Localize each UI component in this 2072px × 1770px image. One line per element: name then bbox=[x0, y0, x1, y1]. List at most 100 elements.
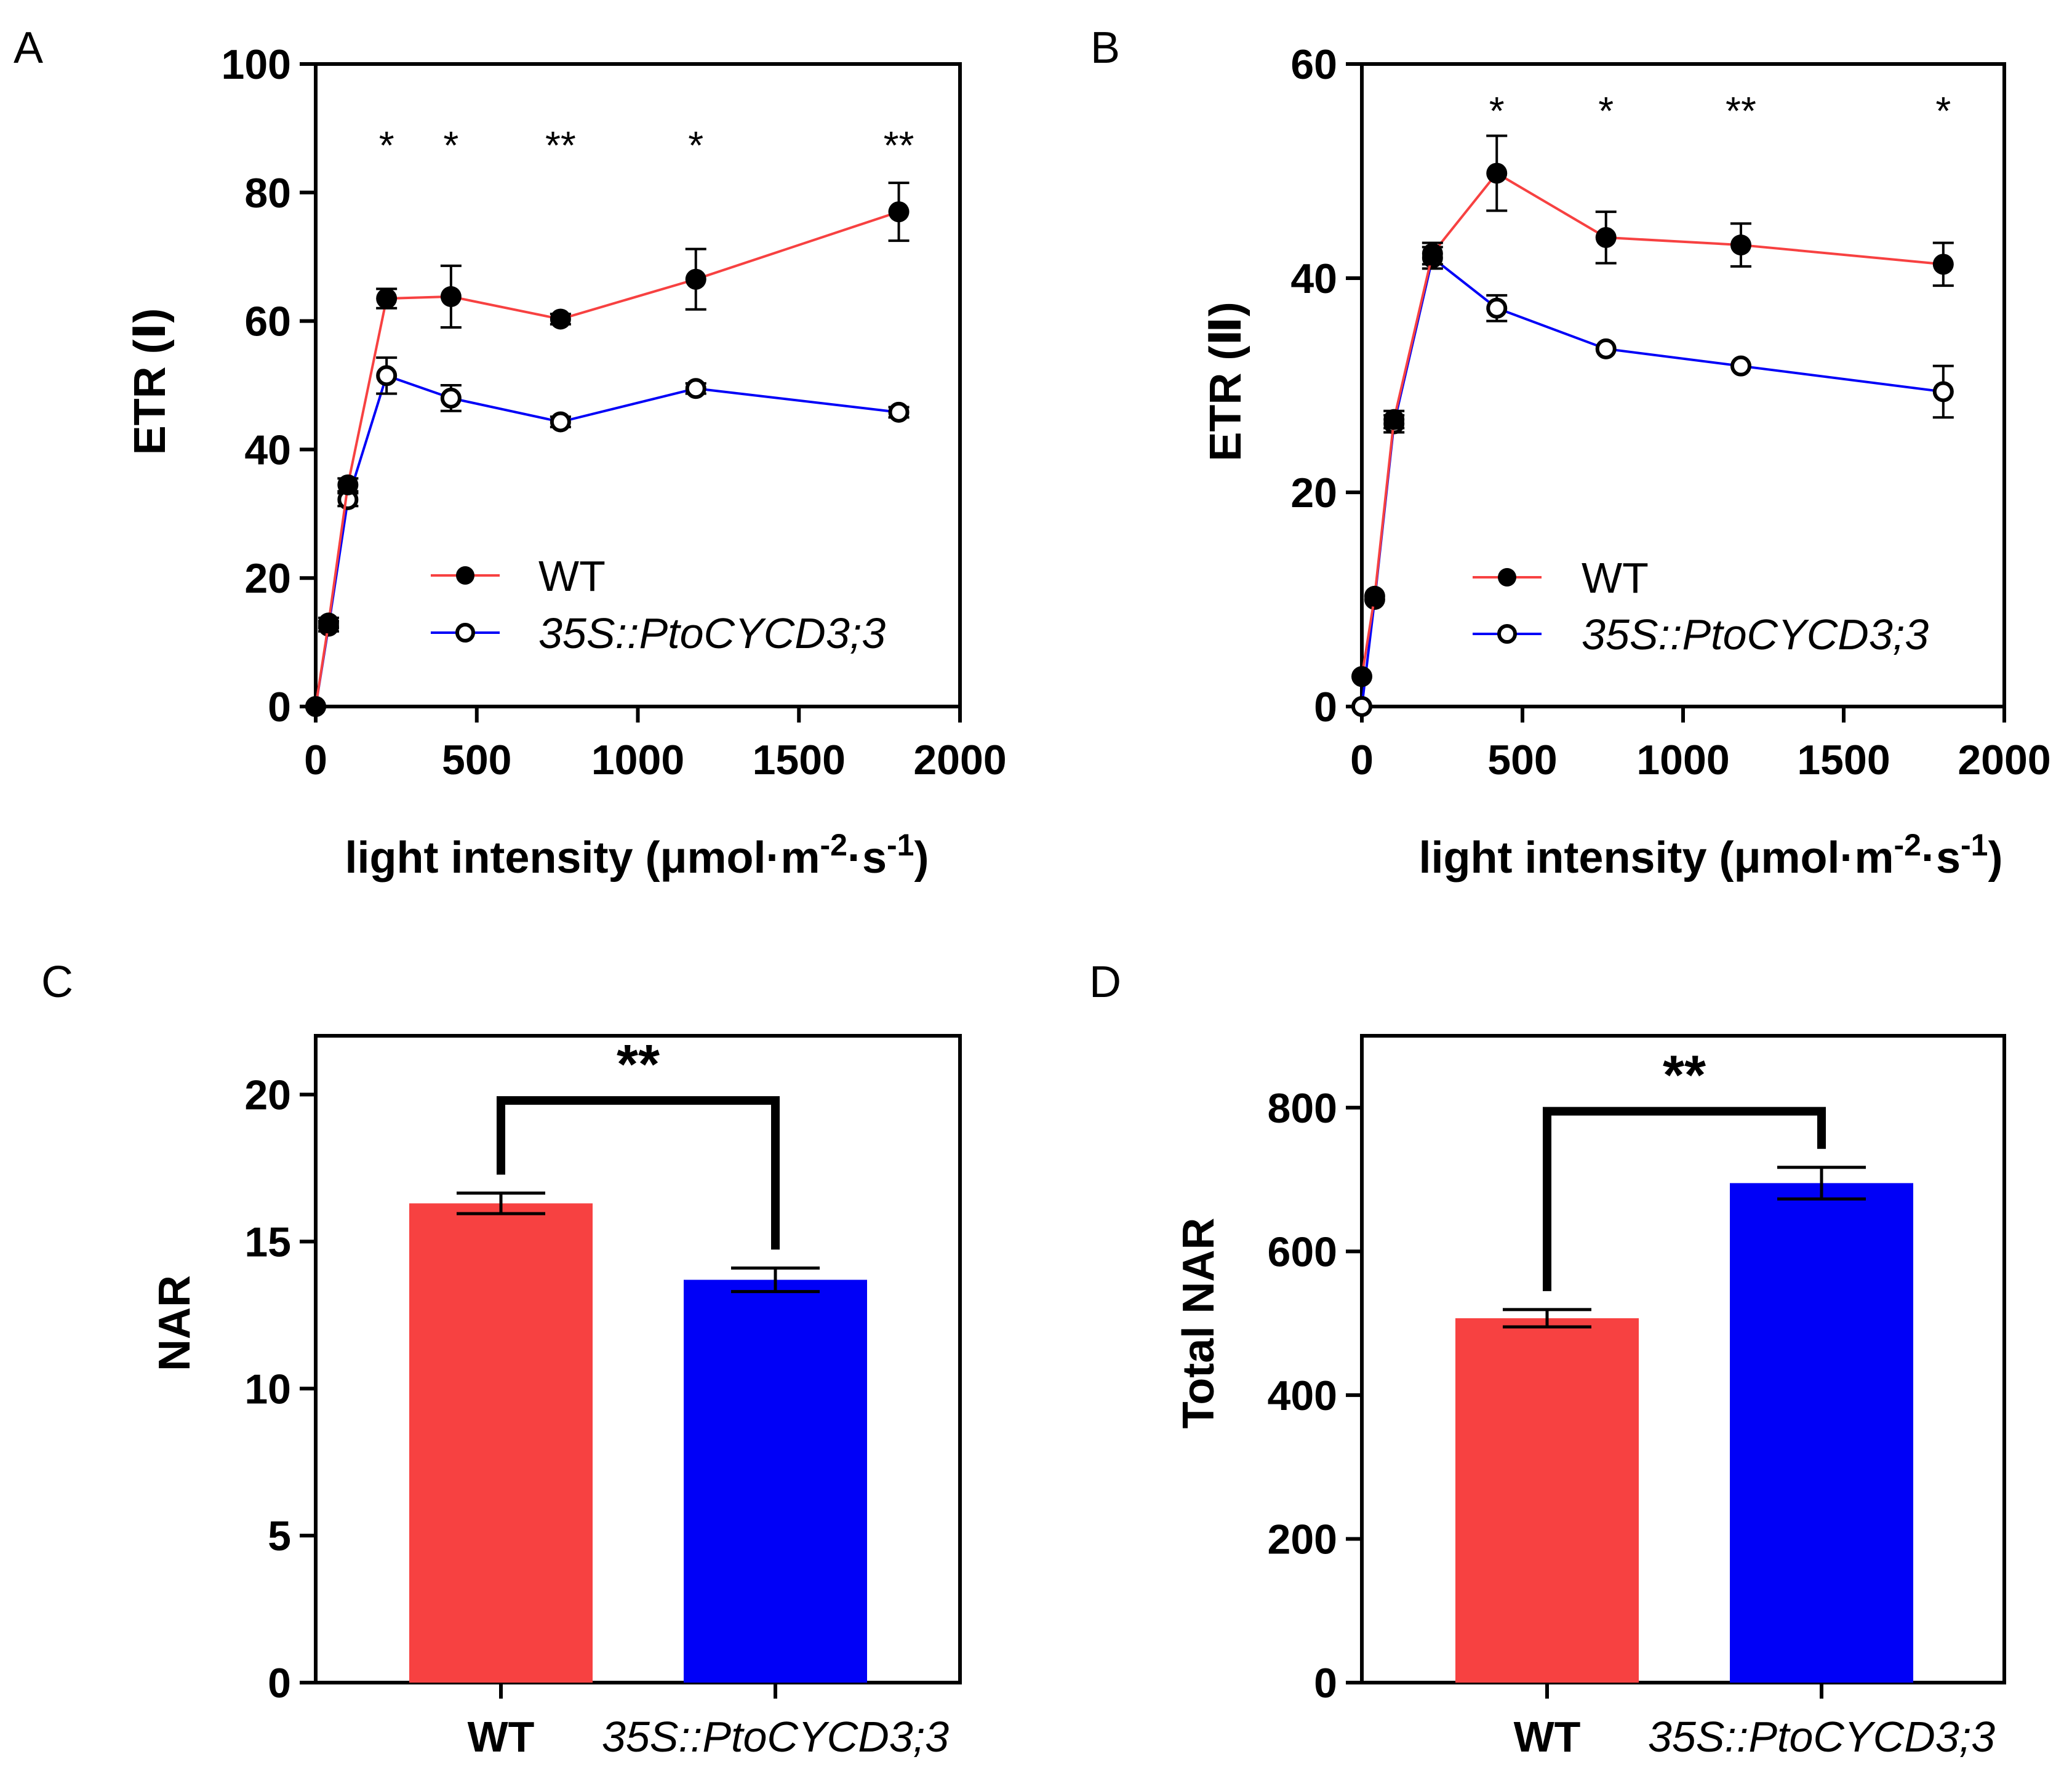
bar-mut-c bbox=[684, 1279, 867, 1683]
x-tick-label-a: 0 bbox=[304, 737, 327, 783]
significance-bracket-c bbox=[497, 1096, 780, 1250]
xlabel-a-mid: ·s bbox=[847, 833, 887, 883]
y-tick-label-a: 0 bbox=[268, 684, 291, 731]
legend-a-wt-marker bbox=[456, 566, 474, 585]
significance-mark-b: ** bbox=[1726, 89, 1756, 133]
data-point-wt-b bbox=[1730, 234, 1751, 256]
bar-wt-d bbox=[1455, 1318, 1639, 1683]
data-point-wt-b bbox=[1486, 162, 1508, 184]
data-point-mut-a bbox=[888, 401, 910, 423]
significance-mark-a: * bbox=[379, 123, 394, 167]
category-label-c: WT bbox=[468, 1713, 535, 1761]
legend-a-mut-label: 35S::PtoCYCD3;3 bbox=[538, 609, 886, 657]
panel-label-a: A bbox=[14, 23, 43, 73]
xlabel-b-sup1: -2 bbox=[1894, 828, 1921, 862]
data-point-wt-a bbox=[318, 612, 339, 634]
x-tick-label-b: 0 bbox=[1350, 737, 1374, 783]
x-tick-label-b: 500 bbox=[1487, 737, 1557, 783]
legend-b: WT 35S::PtoCYCD3;3 bbox=[1473, 554, 1929, 659]
y-tick-label-d: 600 bbox=[1268, 1228, 1337, 1275]
data-point-wt-b bbox=[1351, 666, 1372, 687]
xlabel-b-sup2: -1 bbox=[1961, 828, 1988, 862]
y-tick-label-a: 80 bbox=[244, 170, 291, 217]
data-point-wt-a bbox=[305, 696, 326, 717]
ylabel-c: NAR bbox=[150, 1275, 199, 1371]
y-tick-label-c: 10 bbox=[244, 1366, 291, 1412]
xlabel-b-mid: ·s bbox=[1921, 833, 1961, 883]
ylabel-d: Total NAR bbox=[1174, 1218, 1223, 1429]
y-tick-label-c: 20 bbox=[244, 1072, 291, 1119]
data-point-mut-b bbox=[1486, 297, 1508, 319]
y-tick-label-a: 40 bbox=[244, 426, 291, 473]
legend-b-wt-label: WT bbox=[1582, 554, 1649, 602]
significance-mark-a: * bbox=[443, 123, 458, 167]
data-point-mut-a bbox=[440, 387, 462, 409]
legend-a: WT 35S::PtoCYCD3;3 bbox=[431, 552, 886, 657]
significance-mark-b: * bbox=[1935, 89, 1951, 133]
significance-mark-b: * bbox=[1598, 89, 1614, 133]
bar-wt-c bbox=[409, 1203, 593, 1683]
series-line-wt-b bbox=[1361, 171, 1944, 677]
data-point-wt-b bbox=[1932, 254, 1954, 275]
x-tick-label-a: 1000 bbox=[591, 737, 684, 783]
y-tick-label-a: 20 bbox=[244, 555, 291, 602]
x-tick-label-a: 500 bbox=[442, 737, 511, 783]
data-point-wt-a bbox=[685, 268, 706, 290]
ylabel-b: ETR (Ⅱ) bbox=[1201, 302, 1250, 461]
y-tick-label-c: 0 bbox=[268, 1660, 291, 1707]
x-tick-label-b: 1500 bbox=[1797, 737, 1890, 783]
ylabel-a: ETR (Ⅰ) bbox=[126, 308, 175, 455]
xlabel-a-main: light intensity (μmol·m bbox=[345, 833, 820, 883]
bar-mut-d bbox=[1730, 1183, 1913, 1683]
category-label-d: WT bbox=[1514, 1713, 1581, 1761]
significance-mark-a: * bbox=[688, 123, 703, 167]
xlabel-a: light intensity (μmol·m-2·s-1) bbox=[345, 828, 929, 883]
x-tick-label-a: 1500 bbox=[753, 737, 846, 783]
y-tick-label-b: 0 bbox=[1314, 684, 1337, 731]
legend-b-mut-marker bbox=[1497, 624, 1517, 644]
data-point-wt-a bbox=[440, 286, 462, 307]
significance-mark-a: ** bbox=[545, 123, 576, 167]
xlabel-b: light intensity (μmol·m-2·s-1) bbox=[1419, 828, 2003, 883]
data-point-mut-a bbox=[376, 365, 398, 386]
legend-a-mut-marker bbox=[455, 623, 475, 643]
xlabel-b-end: ) bbox=[1988, 833, 2003, 883]
x-tick-label-b: 1000 bbox=[1636, 737, 1729, 783]
data-point-mut-b bbox=[1351, 696, 1372, 717]
series-line-wt-a bbox=[314, 210, 900, 707]
data-point-wt-a bbox=[376, 288, 398, 310]
xlabel-a-sup2: -1 bbox=[887, 828, 914, 862]
xlabel-a-sup1: -2 bbox=[820, 828, 847, 862]
data-point-wt-b bbox=[1595, 226, 1617, 248]
significance-mark-c: ** bbox=[617, 1034, 660, 1095]
y-tick-label-d: 200 bbox=[1268, 1516, 1337, 1563]
x-tick-label-a: 2000 bbox=[913, 737, 1006, 783]
data-point-mut-a bbox=[550, 411, 571, 433]
y-tick-label-a: 60 bbox=[244, 298, 291, 345]
y-tick-label-d: 400 bbox=[1268, 1372, 1337, 1419]
significance-mark-d: ** bbox=[1663, 1045, 1706, 1107]
data-point-wt-a bbox=[337, 474, 359, 495]
panel-label-b: B bbox=[1090, 23, 1120, 73]
data-point-mut-a bbox=[685, 378, 706, 399]
significance-mark-a: ** bbox=[884, 123, 914, 167]
data-point-mut-b bbox=[1730, 355, 1751, 377]
y-tick-label-d: 0 bbox=[1314, 1660, 1337, 1707]
significance-bracket-d bbox=[1543, 1107, 1826, 1291]
y-tick-label-b: 20 bbox=[1290, 470, 1337, 516]
panel-label-c: C bbox=[41, 958, 73, 1007]
y-tick-label-b: 60 bbox=[1290, 41, 1337, 88]
plot-frame-d bbox=[1360, 1034, 2006, 1684]
data-point-wt-a bbox=[888, 201, 910, 223]
y-tick-label-b: 40 bbox=[1290, 255, 1337, 302]
y-tick-label-d: 800 bbox=[1268, 1085, 1337, 1132]
data-point-mut-b bbox=[1932, 381, 1954, 402]
data-point-wt-b bbox=[1383, 409, 1405, 430]
category-label-d: 35S::PtoCYCD3;3 bbox=[1648, 1713, 1995, 1761]
data-point-wt-b bbox=[1364, 585, 1385, 607]
y-tick-label-a: 100 bbox=[222, 41, 291, 88]
